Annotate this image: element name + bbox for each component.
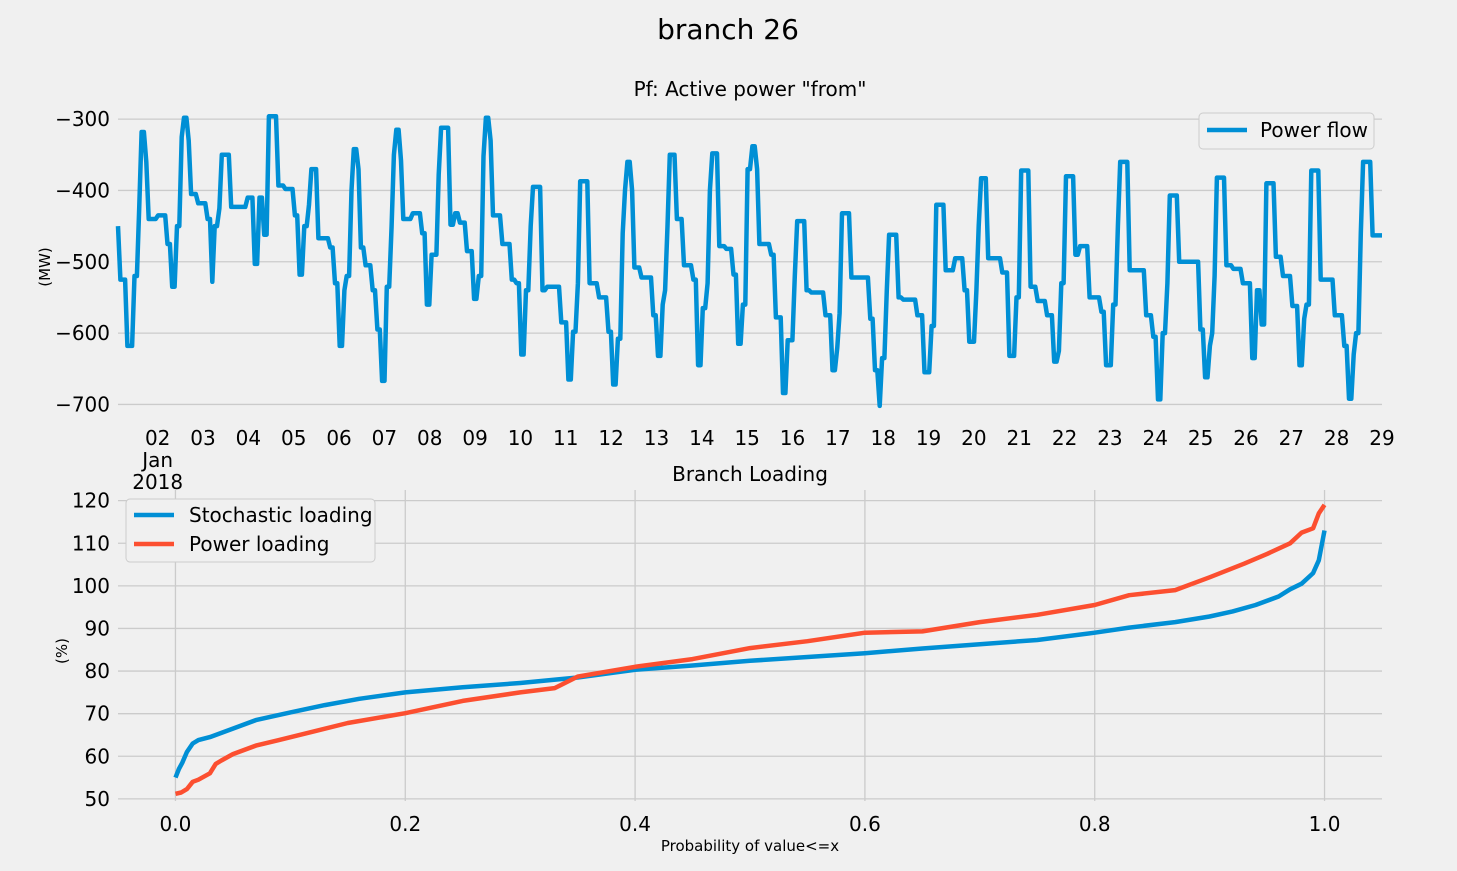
x-tick-label: 26: [1233, 426, 1258, 450]
branch-loading-xlabel: Probability of value<=x: [661, 837, 839, 855]
x-tick-label: 10: [508, 426, 533, 450]
legend-box: [125, 498, 376, 563]
x-tick-label: 14: [689, 426, 714, 450]
x-tick-label: 06: [326, 426, 351, 450]
branch-loading-x-ticks: 0.0 0.2 0.4 0.6 0.8 1.0: [160, 812, 1341, 836]
power-flow-grid: [118, 118, 1382, 406]
branch-loading-axes: Branch Loading Probability of value<=x (…: [53, 462, 1382, 855]
x-tick-label: 0.8: [1079, 812, 1111, 836]
x-tick-label: 07: [372, 426, 397, 450]
x-tick-label: 0.4: [619, 812, 651, 836]
x-tick-label: 19: [916, 426, 941, 450]
x-tick-label: 09: [462, 426, 487, 450]
y-tick-label: −300: [55, 107, 110, 131]
legend-label-power-loading: Power loading: [189, 532, 330, 556]
branch-loading-lines: [173, 503, 1327, 796]
y-tick-label: 80: [85, 659, 110, 683]
power-flow-ylabel: (MW): [36, 247, 54, 286]
x-tick-label: 11: [553, 426, 578, 450]
x-tick-label: 16: [780, 426, 805, 450]
figure-title: branch 26: [657, 13, 799, 46]
x-tick-label: 03: [190, 426, 215, 450]
branch-loading-legend: Stochastic loading Power loading: [125, 498, 376, 563]
power-flow-lines: [115, 114, 1382, 409]
y-tick-label: 70: [85, 702, 110, 726]
x-tick-month-label: Jan: [140, 448, 173, 472]
legend-box: [1198, 112, 1375, 150]
y-tick-label: −400: [55, 178, 110, 202]
stochastic-loading-line: [173, 530, 1327, 779]
x-tick-year-label: 2018: [132, 470, 183, 494]
x-tick-label: 0.0: [160, 812, 192, 836]
legend-label-power-flow: Power flow: [1260, 118, 1368, 142]
x-tick-label: 20: [961, 426, 986, 450]
x-tick-label: 24: [1143, 426, 1168, 450]
y-tick-label: −500: [55, 250, 110, 274]
x-tick-label: 21: [1007, 426, 1032, 450]
x-tick-label: 12: [598, 426, 623, 450]
power-flow-line: [115, 114, 1382, 409]
y-tick-label: −600: [55, 321, 110, 345]
x-tick-label: 08: [417, 426, 442, 450]
x-tick-label: 0.2: [389, 812, 421, 836]
power-flow-x-ticks: 02 03 04 05 06 07 08 09 10 11 12 13 14 15 16 17 18 19 20 21…: [132, 426, 1395, 494]
power-flow-title: Pf: Active power "from": [634, 77, 867, 101]
y-tick-label: 90: [85, 616, 110, 640]
y-tick-label: 60: [85, 744, 110, 768]
x-tick-label: 13: [644, 426, 669, 450]
y-tick-label: −700: [55, 392, 110, 416]
power-flow-legend: Power flow: [1198, 112, 1375, 150]
x-tick-label: 05: [281, 426, 306, 450]
y-tick-label: 50: [85, 787, 110, 811]
y-tick-label: 100: [72, 574, 110, 598]
y-tick-label: 110: [72, 531, 110, 555]
branch-loading-y-ticks: 50 60 70 80 90 100 110 120: [72, 489, 110, 811]
x-tick-label: 1.0: [1309, 812, 1341, 836]
x-tick-label: 22: [1052, 426, 1077, 450]
power-flow-axes: Pf: Active power "from" (MW) −300 −400 −50…: [36, 77, 1395, 494]
x-tick-label: 0.6: [849, 812, 881, 836]
branch-loading-ylabel: (%): [53, 638, 71, 664]
x-tick-label: 23: [1097, 426, 1122, 450]
x-tick-label: 02: [145, 426, 170, 450]
power-flow-y-ticks: −300 −400 −500 −600 −700: [55, 107, 110, 416]
x-tick-label: 18: [870, 426, 895, 450]
x-tick-label: 29: [1369, 426, 1394, 450]
x-tick-label: 17: [825, 426, 850, 450]
x-tick-label: 15: [734, 426, 759, 450]
branch-loading-title: Branch Loading: [672, 462, 828, 486]
x-tick-label: 28: [1324, 426, 1349, 450]
x-tick-label: 27: [1279, 426, 1304, 450]
power-loading-line: [174, 503, 1327, 796]
x-tick-label: 25: [1188, 426, 1213, 450]
legend-label-stochastic-loading: Stochastic loading: [189, 503, 373, 527]
x-tick-label: 04: [236, 426, 261, 450]
y-tick-label: 120: [72, 489, 110, 513]
